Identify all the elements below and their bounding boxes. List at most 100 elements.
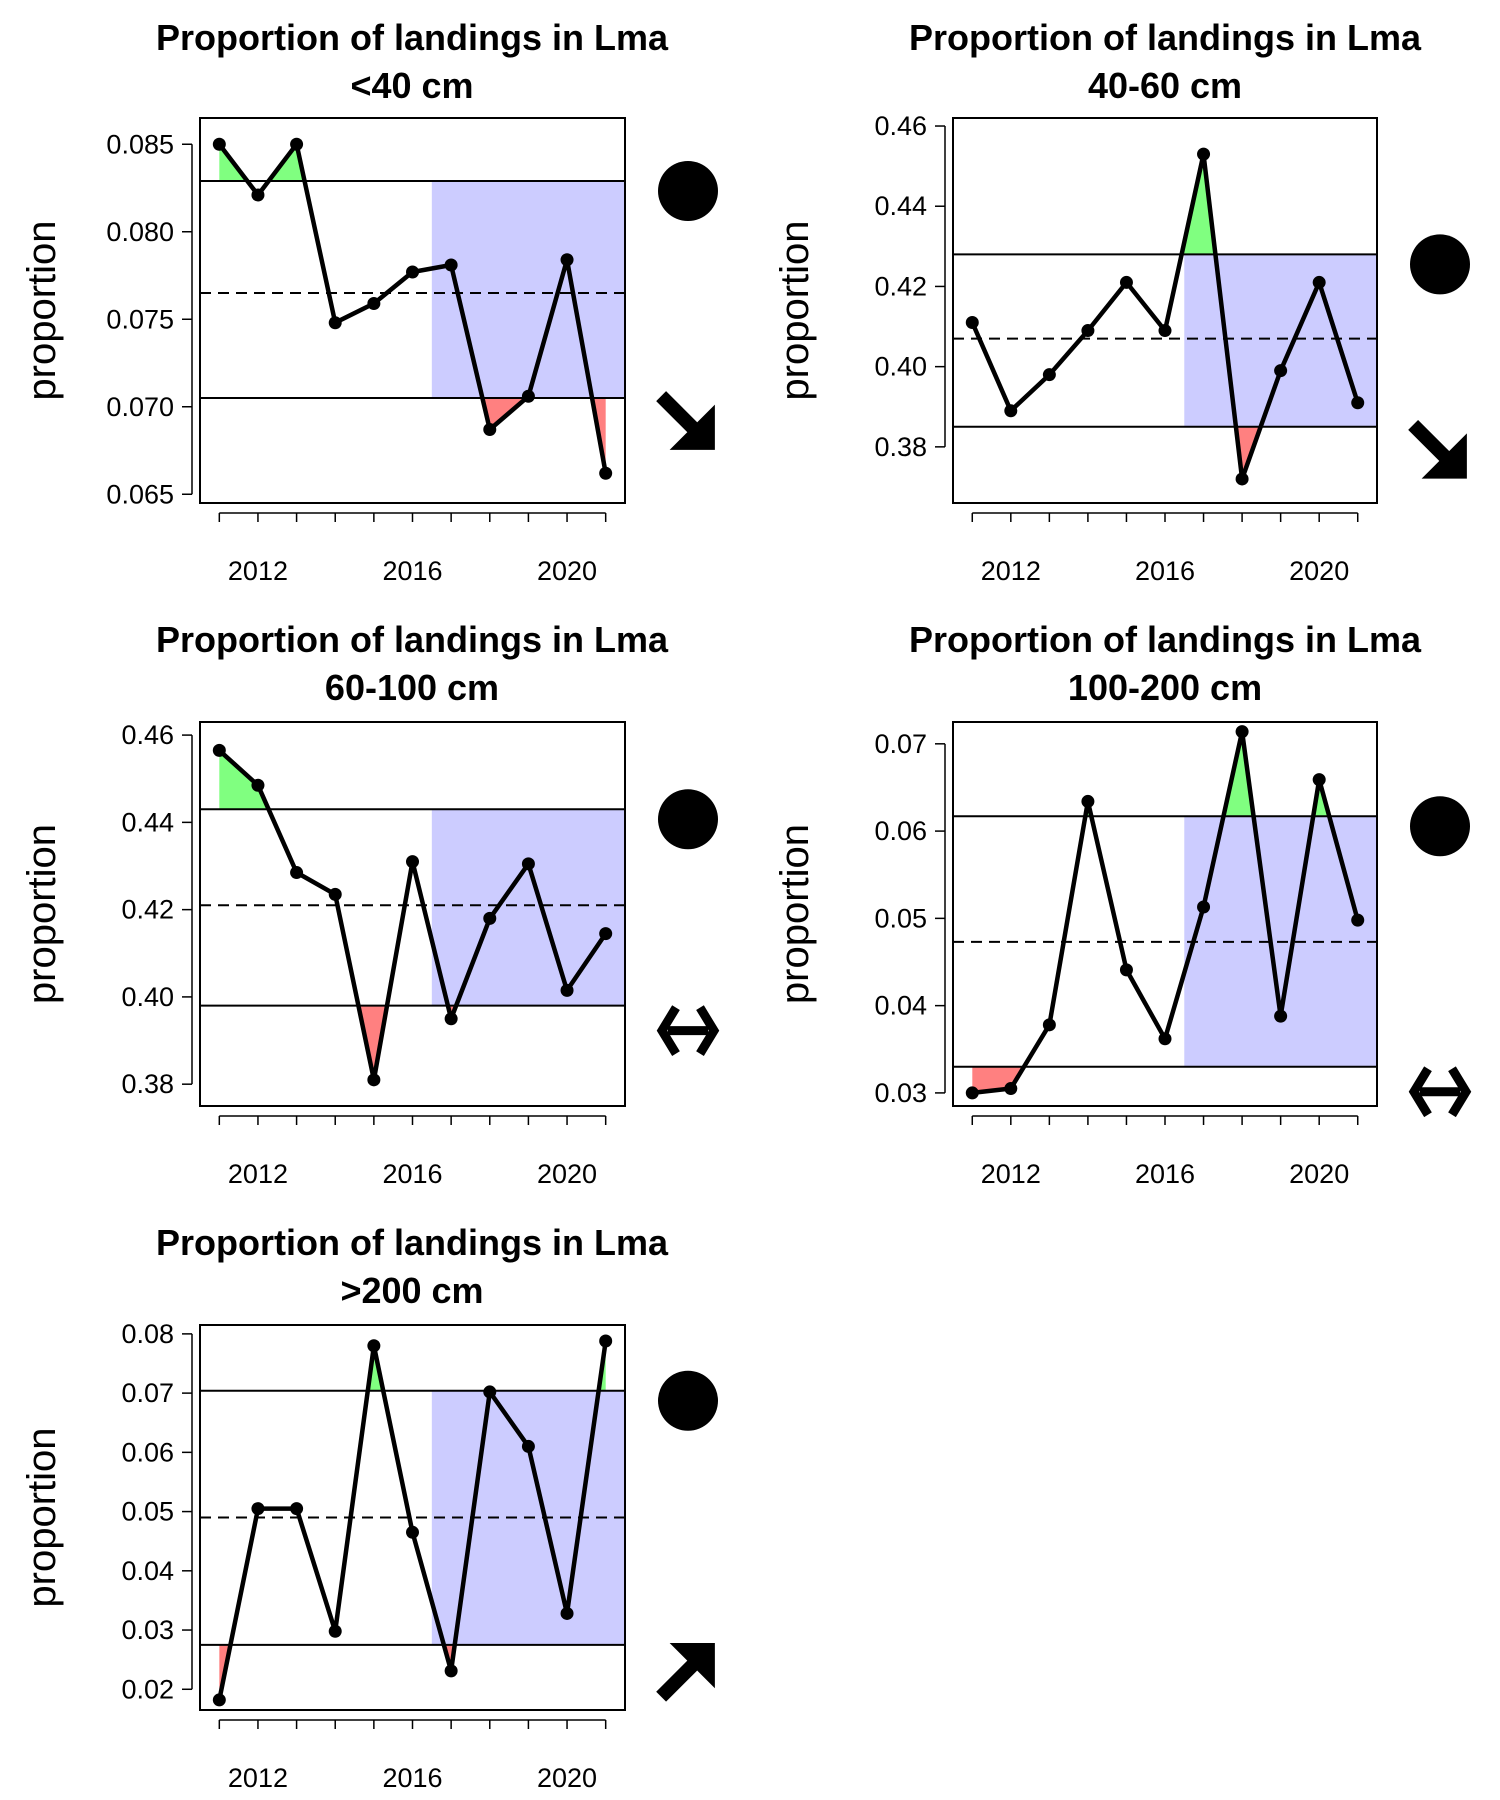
y-tick-label: 0.06 — [874, 816, 927, 846]
x-tick-label: 2020 — [1289, 1159, 1349, 1189]
y-tick-label: 0.04 — [874, 991, 927, 1021]
data-point — [1274, 1009, 1288, 1023]
x-tick-label: 2016 — [382, 1159, 442, 1189]
y-tick-label: 0.44 — [121, 807, 174, 837]
data-point — [328, 316, 342, 330]
circle-icon — [1410, 796, 1470, 857]
y-tick-label: 0.42 — [874, 271, 927, 301]
x-tick-label: 2020 — [1289, 556, 1349, 586]
data-point — [367, 1339, 381, 1353]
data-point — [212, 1693, 226, 1707]
data-point — [290, 137, 304, 151]
data-point — [1351, 913, 1365, 927]
y-tick-label: 0.42 — [121, 895, 174, 925]
data-point — [1042, 368, 1056, 382]
data-point — [599, 466, 613, 480]
y-tick-label: 0.46 — [874, 111, 927, 141]
data-point — [483, 1385, 497, 1399]
x-tick-label: 2012 — [981, 556, 1041, 586]
arrow-head-left — [1408, 1066, 1432, 1118]
data-point — [483, 911, 497, 925]
data-point — [406, 1525, 419, 1539]
x-tick-label: 2016 — [382, 556, 442, 586]
panel-title: Proportion of landings in Lma — [156, 17, 669, 58]
data-point — [599, 927, 613, 941]
status-circle-shape — [658, 1370, 718, 1431]
data-point — [212, 137, 226, 151]
status-circle-shape — [658, 161, 718, 221]
plot-frame — [199, 117, 626, 504]
y-tick-label: 0.08 — [121, 1319, 174, 1349]
y-tick-label: 0.05 — [121, 1497, 174, 1527]
y-tick-label: 0.03 — [121, 1615, 174, 1645]
arrow-head-left — [656, 1005, 680, 1056]
x-tick-label: 2016 — [382, 1763, 442, 1793]
y-tick-label: 0.38 — [874, 432, 927, 462]
data-point — [521, 857, 535, 871]
y-tick-label: 0.03 — [874, 1078, 927, 1108]
data-point — [599, 1334, 613, 1348]
y-axis-label: proportion — [20, 824, 64, 1004]
panel-subtitle: 60-100 cm — [325, 667, 499, 708]
data-point — [560, 983, 574, 997]
plot-frame — [199, 721, 626, 1107]
arrow-head-right — [696, 1005, 720, 1056]
y-tick-label: 0.075 — [106, 304, 174, 334]
y-tick-label: 0.40 — [874, 352, 927, 382]
data-point — [560, 1606, 574, 1620]
y-tick-label: 0.04 — [121, 1556, 174, 1586]
data-point — [483, 423, 497, 436]
y-axis-label: proportion — [773, 220, 817, 400]
recent-period-box — [1184, 254, 1377, 427]
recent-period-box — [431, 181, 625, 398]
data-point — [1081, 794, 1095, 808]
data-point — [965, 1086, 979, 1100]
data-point — [212, 743, 226, 757]
arrow-body — [656, 1642, 715, 1702]
y-tick-label: 0.06 — [121, 1437, 174, 1467]
x-tick-label: 2020 — [537, 1763, 597, 1793]
y-tick-label: 0.40 — [121, 982, 174, 1012]
arrow-down-right-icon — [656, 391, 715, 450]
panel-title: Proportion of landings in Lma — [909, 619, 1422, 660]
panel-subtitle: <40 cm — [350, 65, 473, 106]
data-point — [560, 253, 574, 267]
y-tick-label: 0.38 — [121, 1069, 174, 1099]
data-point — [1004, 404, 1018, 418]
y-tick-label: 0.07 — [121, 1378, 174, 1408]
data-point — [444, 258, 458, 272]
below-lower-area — [358, 1005, 387, 1080]
data-point — [1235, 725, 1249, 739]
panel-2: Proportion of landings in Lma 40-60 cm pro… — [773, 17, 1470, 586]
arrow-head — [1421, 433, 1467, 479]
data-point — [1158, 324, 1172, 338]
data-point — [367, 1073, 381, 1087]
plot-frame — [952, 117, 1378, 504]
y-tick-label: 0.02 — [121, 1674, 174, 1704]
data-point — [521, 1439, 535, 1453]
data-point — [1158, 1032, 1172, 1046]
data-point — [1351, 396, 1365, 410]
data-point — [1235, 472, 1249, 486]
y-tick-label: 0.44 — [874, 191, 927, 221]
data-point — [521, 389, 535, 403]
above-upper-area — [219, 750, 269, 810]
arrow-left-right-icon — [1408, 1066, 1472, 1118]
above-upper-area — [1223, 731, 1254, 817]
data-point — [1312, 275, 1326, 289]
data-point — [444, 1664, 458, 1678]
status-circle-shape — [1410, 796, 1470, 857]
y-tick-label: 0.46 — [121, 720, 174, 750]
x-tick-label: 2016 — [1135, 556, 1195, 586]
panel-subtitle: 100-200 cm — [1068, 667, 1262, 708]
x-tick-label: 2016 — [1135, 1159, 1195, 1189]
data-point — [251, 778, 265, 792]
x-tick-label: 2012 — [228, 1159, 288, 1189]
data-point — [1197, 900, 1211, 914]
data-point — [965, 316, 979, 330]
panel-title: Proportion of landings in Lma — [156, 1222, 669, 1263]
y-tick-label: 0.080 — [106, 217, 174, 247]
y-tick-label: 0.05 — [874, 903, 927, 933]
panel-3: Proportion of landings in Lma 60-100 cm pr… — [20, 619, 720, 1189]
